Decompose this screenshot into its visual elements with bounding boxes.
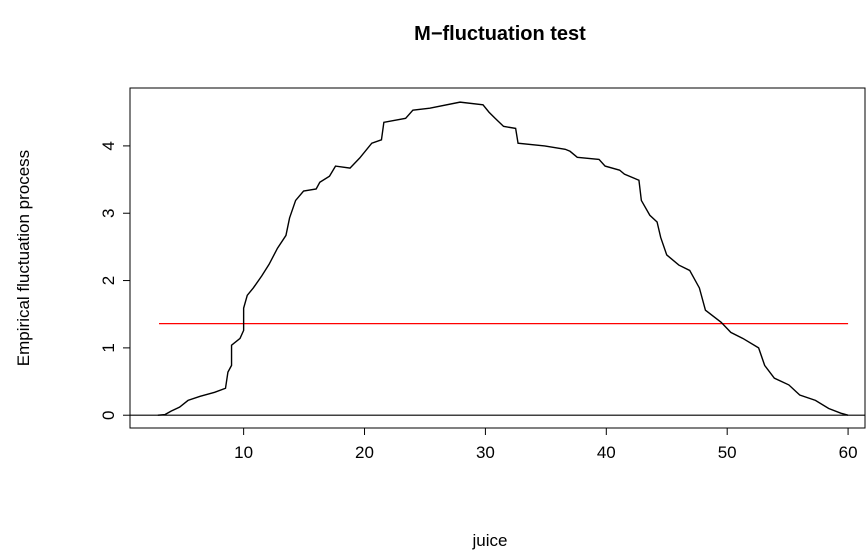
x-tick-label: 30 xyxy=(476,443,495,462)
x-tick-label: 60 xyxy=(839,443,858,462)
x-tick-label: 50 xyxy=(718,443,737,462)
y-tick-label: 3 xyxy=(99,208,118,217)
x-tick-label: 10 xyxy=(234,443,253,462)
y-tick-label: 1 xyxy=(99,343,118,352)
y-tick-label: 2 xyxy=(99,276,118,285)
y-tick-label: 4 xyxy=(99,141,118,150)
fluctuation-line xyxy=(157,101,849,416)
y-axis-label: Empirical fluctuation process xyxy=(14,150,33,366)
chart-title: M−fluctuation test xyxy=(414,23,586,45)
x-tick-label: 40 xyxy=(597,443,616,462)
plot-box xyxy=(129,87,866,429)
y-tick-label: 0 xyxy=(99,410,118,419)
x-axis-label: juice xyxy=(472,531,508,550)
x-tick-label: 20 xyxy=(355,443,374,462)
